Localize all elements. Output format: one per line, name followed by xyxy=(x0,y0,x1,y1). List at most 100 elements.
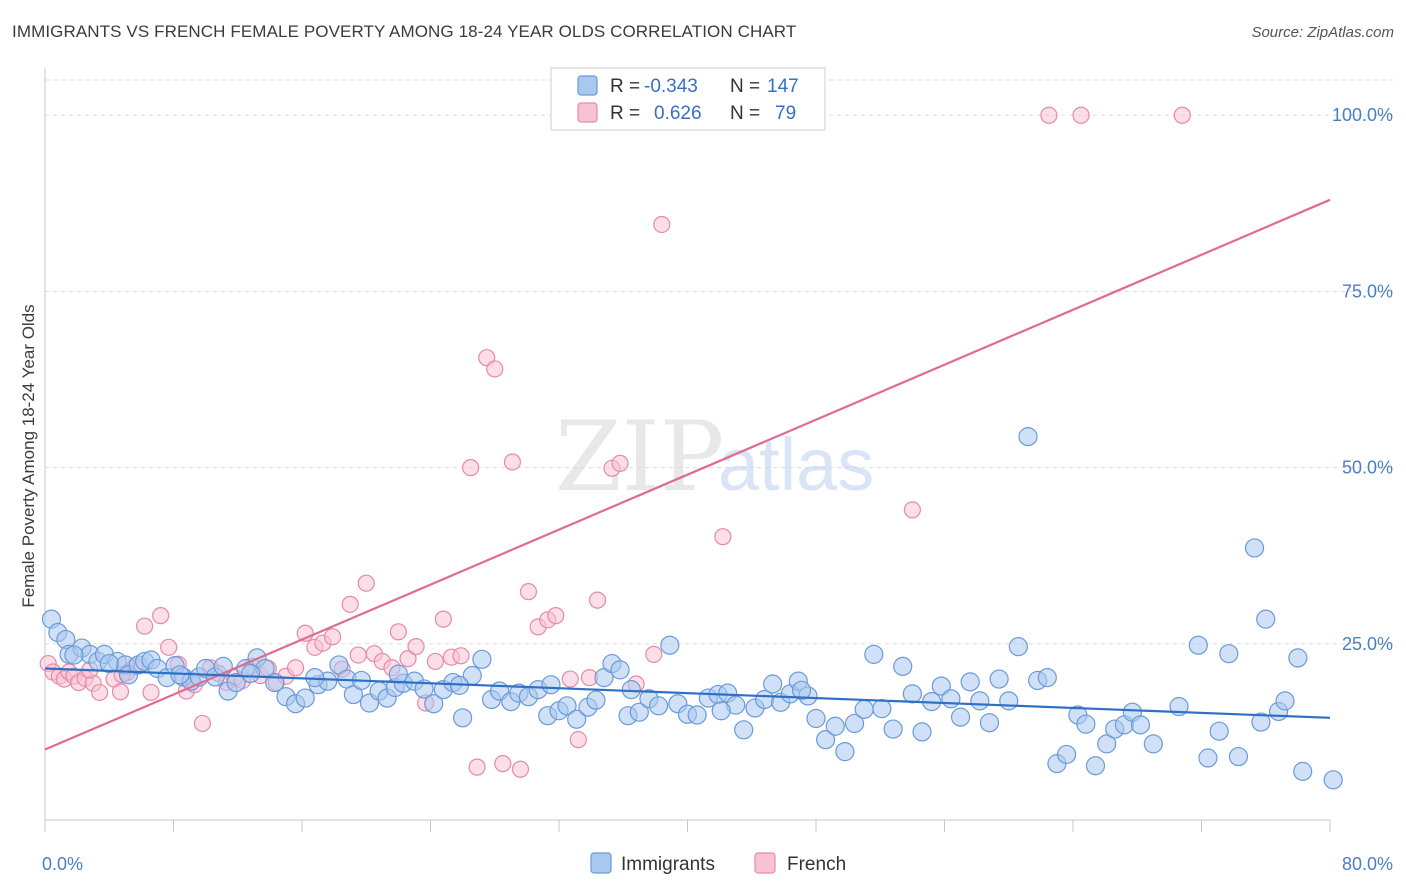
immigrants-point xyxy=(610,660,630,680)
french-point xyxy=(407,638,425,656)
immigrants-point xyxy=(883,719,903,739)
chart-title: IMMIGRANTS VS FRENCH FEMALE POVERTY AMON… xyxy=(12,22,797,41)
immigrants-point xyxy=(950,707,971,727)
x-tick-labels: 0.0% 80.0% xyxy=(42,854,1393,874)
immigrants-point xyxy=(912,722,932,742)
immigrants-point xyxy=(1037,668,1057,688)
immigrants-point xyxy=(970,691,990,711)
french-point xyxy=(462,459,480,477)
immigrants-point xyxy=(734,720,754,740)
french-point xyxy=(426,652,444,671)
axes xyxy=(44,68,1331,832)
immigrants-point xyxy=(931,676,951,696)
legend-r-value: -0.343 xyxy=(644,76,698,97)
immigrants-point xyxy=(791,680,812,700)
immigrants-points xyxy=(41,427,1343,790)
french-point xyxy=(434,610,452,628)
immigrants-point xyxy=(1188,635,1208,655)
immigrants-point xyxy=(999,691,1019,711)
french-point xyxy=(1072,106,1090,124)
french-point xyxy=(323,628,342,646)
french-point xyxy=(349,646,367,664)
trend-lines xyxy=(44,198,1331,751)
french-point xyxy=(494,755,512,773)
immigrants-point xyxy=(1130,715,1151,735)
immigrants-point xyxy=(687,705,707,725)
y-axis-label: Female Poverty Among 18-24 Year Olds xyxy=(19,304,38,607)
immigrants-point xyxy=(226,672,246,693)
french-point xyxy=(152,607,170,625)
legend-n-label: N = xyxy=(730,76,760,97)
immigrants-point xyxy=(414,679,434,699)
immigrants-point xyxy=(241,663,261,684)
french-point xyxy=(142,683,160,702)
legend-r-label: R = xyxy=(610,76,640,97)
immigrants-point xyxy=(541,675,561,695)
french-point xyxy=(111,683,130,701)
french-point xyxy=(1173,106,1191,124)
french-point xyxy=(714,528,732,546)
immigrants-point xyxy=(567,709,587,729)
legend-r-label: R = xyxy=(610,103,640,124)
legend-n-value: 147 xyxy=(767,76,799,97)
immigrants-point xyxy=(872,699,892,719)
immigrants-point xyxy=(1076,714,1096,734)
source-label: Source: ZipAtlas.com xyxy=(1251,24,1394,41)
legend-box: R = -0.343 N = 147 R = 0.626 N = 79 xyxy=(550,67,826,131)
y-tick-label: 50.0% xyxy=(1342,458,1393,478)
gridlines xyxy=(45,79,1395,645)
immigrants-point xyxy=(1288,648,1308,668)
immigrants-point xyxy=(648,696,669,716)
immigrants-point xyxy=(806,708,826,729)
immigrants-point xyxy=(453,708,473,728)
french-point xyxy=(511,760,530,778)
immigrants-point xyxy=(941,689,961,709)
immigrants-point xyxy=(1256,609,1276,629)
immigrants-point xyxy=(629,702,649,722)
legend-n-value: 79 xyxy=(775,103,796,124)
bottom-legend-swatch-immigrants xyxy=(590,852,612,874)
y-tick-label: 25.0% xyxy=(1342,634,1393,654)
immigrants-point xyxy=(621,680,641,700)
french-point xyxy=(193,714,212,733)
immigrants-point xyxy=(1085,756,1106,776)
immigrants-point xyxy=(960,672,980,692)
x-tick-label: 80.0% xyxy=(1342,854,1393,874)
immigrants-point xyxy=(472,649,492,669)
immigrants-point xyxy=(1228,746,1249,767)
immigrants-point xyxy=(844,713,865,734)
french-point xyxy=(399,650,417,668)
immigrants-point xyxy=(1018,427,1038,447)
bottom-legend: Immigrants French xyxy=(590,852,846,875)
french-point xyxy=(503,453,522,471)
french-point xyxy=(357,574,375,592)
y-tick-label: 75.0% xyxy=(1342,281,1393,301)
french-point xyxy=(1040,106,1058,124)
french-trend-line xyxy=(44,198,1331,751)
french-point xyxy=(486,360,504,378)
french-point xyxy=(569,731,587,749)
immigrants-point xyxy=(979,713,1000,733)
immigrants-point xyxy=(660,635,680,655)
immigrants-point xyxy=(1097,734,1117,754)
immigrants-point xyxy=(99,653,119,674)
immigrants-point xyxy=(1008,637,1028,657)
legend-r-value: 0.626 xyxy=(654,103,702,124)
immigrants-point xyxy=(825,716,845,736)
french-point xyxy=(452,647,470,665)
immigrants-point xyxy=(835,742,855,762)
french-point xyxy=(645,645,663,663)
immigrants-point xyxy=(902,684,922,704)
french-point xyxy=(91,683,109,702)
immigrants-point xyxy=(1198,748,1218,768)
french-point xyxy=(611,454,629,472)
legend-n-label: N = xyxy=(730,103,760,124)
y-tick-label: 100.0% xyxy=(1332,105,1393,125)
immigrants-point xyxy=(854,699,874,719)
immigrants-point xyxy=(816,730,836,750)
french-point xyxy=(653,215,671,234)
bottom-legend-swatch-french xyxy=(754,852,776,874)
immigrants-point xyxy=(557,696,577,716)
immigrants-point xyxy=(388,664,408,684)
immigrants-point xyxy=(1219,644,1239,664)
